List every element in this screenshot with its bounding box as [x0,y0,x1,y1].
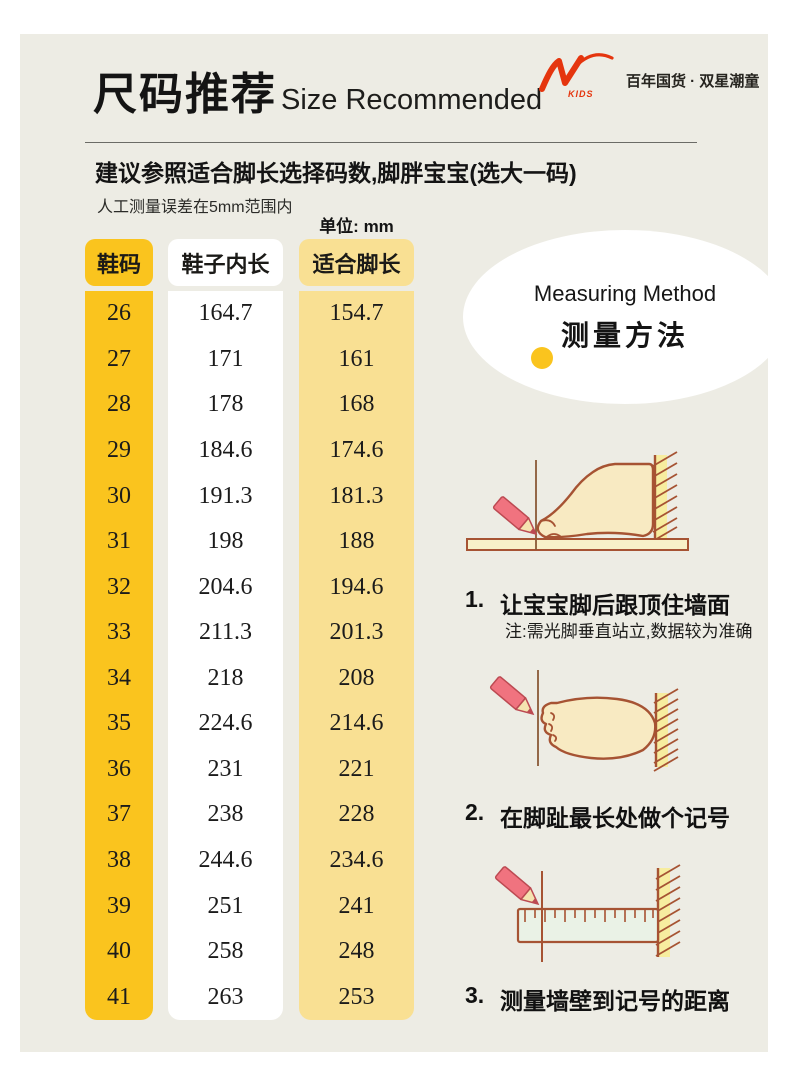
table-cell: 37 [107,801,131,828]
brand: KIDS 百年国货 · 双星潮童 [532,53,762,99]
pencil-icon [492,496,538,536]
measuring-method-bubble: Measuring Method 测量方法 [463,230,768,404]
table-cell: 211.3 [198,619,253,646]
step-2-label: 在脚趾最长处做个记号 [500,805,730,831]
table-column-inner-length: 164.7 171 178 184.6 191.3 198 204.6 211.3 218 224… [168,291,283,1020]
step-1-note: 注:需光脚垂直站立,数据较为准确 [505,622,753,641]
tolerance-note: 人工测量误差在5mm范围内 [97,199,293,216]
table-cell: 41 [107,983,131,1010]
column-header-foot-length: 适合脚长 [299,239,414,286]
page-title: 尺码推荐 [93,70,277,119]
table-cell: 181.3 [329,482,384,509]
page-title-en: Size Recommended [281,84,543,116]
table-cell: 32 [107,573,131,600]
step-1-label: 让宝宝脚后跟顶住墙面 [500,592,730,618]
table-cell: 164.7 [198,300,253,327]
table-cell: 263 [207,983,244,1010]
table-cell: 27 [107,345,131,372]
size-chart-panel: 尺码推荐 Size Recommended KIDS 百年国货 · 双星潮童 建… [20,34,768,1052]
table-cell: 201.3 [329,619,384,646]
header-divider [85,142,697,143]
table-cell: 191.3 [198,482,253,509]
table-cell: 258 [207,938,244,965]
table-cell: 171 [207,345,244,372]
table-cell: 188 [338,528,375,555]
unit-label: 单位: mm [319,217,394,236]
table-cell: 38 [107,847,131,874]
table-cell: 28 [107,391,131,418]
table-cell: 29 [107,436,131,463]
table-cell: 198 [207,528,244,555]
table-cell: 224.6 [198,710,253,737]
measuring-title-en: Measuring Method [533,280,717,306]
table-cell: 36 [107,755,131,782]
table-cell: 228 [338,801,375,828]
table-cell: 253 [338,983,375,1010]
step-3: 3. 测量墙壁到记号的距离 [465,982,730,1016]
brand-tagline: 百年国货 · 双星潮童 [626,73,760,90]
pencil-icon [494,866,540,906]
yellow-dot-decoration [531,347,553,369]
table-cell: 168 [338,391,375,418]
step-2: 2. 在脚趾最长处做个记号 [465,799,730,833]
table-cell: 33 [107,619,131,646]
table-cell: 40 [107,938,131,965]
table-cell: 241 [338,892,375,919]
table-cell: 208 [338,664,375,691]
table-cell: 34 [107,664,131,691]
column-header-shoe-size: 鞋码 [85,239,153,286]
foot-top-view-illustration [489,670,679,772]
table-cell: 221 [338,755,375,782]
table-cell: 178 [207,391,244,418]
brand-logo-icon: KIDS [539,53,614,99]
ruler-measure-illustration [494,864,681,962]
measuring-title-cn: 测量方法 [560,319,689,351]
table-cell: 218 [207,664,244,691]
table-column-foot-length: 154.7 161 168 174.6 181.3 188 194.6 201.3 208 214… [299,291,414,1020]
pencil-icon [489,676,535,716]
table-cell: 194.6 [329,573,384,600]
table-cell: 184.6 [198,436,253,463]
table-cell: 174.6 [329,436,384,463]
brand-logo-sub-text: KIDS [568,89,594,99]
step-3-number: 3. [465,982,485,1008]
table-cell: 244.6 [198,847,253,874]
table-cell: 35 [107,710,131,737]
table-cell: 214.6 [329,710,384,737]
table-cell: 234.6 [329,847,384,874]
foot-side-view-illustration [466,451,689,551]
table-cell: 231 [207,755,244,782]
advice-subtitle: 建议参照适合脚长选择码数,脚胖宝宝(选大一码) [95,160,577,186]
table-cell: 26 [107,300,131,327]
table-cell: 248 [338,938,375,965]
column-header-inner-length: 鞋子内长 [168,239,283,286]
table-cell: 154.7 [329,300,384,327]
table-cell: 251 [207,892,244,919]
table-cell: 31 [107,528,131,555]
step-1: 1. 让宝宝脚后跟顶住墙面 [465,586,730,620]
page-header: 尺码推荐 Size Recommended [93,70,542,121]
step-1-number: 1. [465,586,485,612]
table-cell: 238 [207,801,244,828]
table-cell: 30 [107,482,131,509]
table-cell: 204.6 [198,573,253,600]
table-cell: 39 [107,892,131,919]
step-2-number: 2. [465,799,485,825]
table-cell: 161 [338,345,375,372]
table-column-shoe-size: 26 27 28 29 30 31 32 33 34 35 36 37 38 39 40 41 [85,291,153,1020]
step-3-label: 测量墙壁到记号的距离 [500,988,730,1014]
